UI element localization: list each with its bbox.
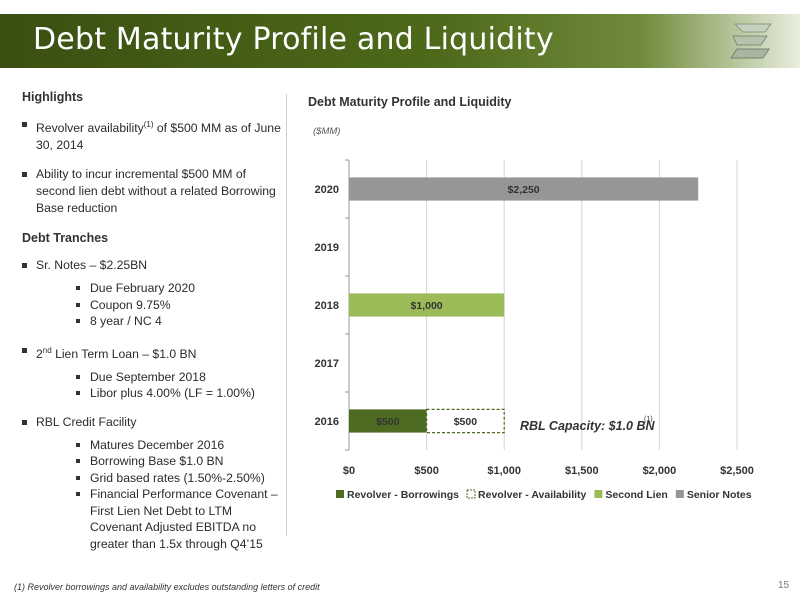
- detail-item: Matures December 2016: [76, 437, 284, 454]
- chart-units: ($MM): [313, 126, 341, 137]
- x-tick-label: $500: [414, 465, 438, 477]
- detail-item: Borrowing Base $1.0 BN: [76, 453, 284, 470]
- y-tick-label: 2018: [315, 300, 339, 312]
- highlights-heading: Highlights: [22, 90, 84, 104]
- y-tick-label: 2016: [315, 416, 339, 428]
- bar-senior-notes: [349, 177, 699, 201]
- data-label: $1,000: [411, 300, 443, 312]
- ordinal-suffix: nd: [42, 345, 52, 355]
- tranche-label: 2nd Lien Term Loan – $1.0 BN: [36, 345, 197, 361]
- bar-revolver-borrowings: [349, 409, 427, 433]
- detail-item: Libor plus 4.00% (LF = 1.00%): [76, 385, 284, 402]
- tranche-label-part: Lien Term Loan – $1.0 BN: [51, 346, 197, 361]
- bullet-text: Revolver availability: [36, 121, 144, 136]
- detail-item: Due February 2020: [76, 280, 284, 297]
- detail-item: Grid based rates (1.50%-2.50%): [76, 470, 284, 487]
- detail-item: Due September 2018: [76, 369, 284, 386]
- chart-title: Debt Maturity Profile and Liquidity: [308, 95, 512, 109]
- rbl-capacity-label: RBL Capacity: $1.0 BN: [520, 419, 655, 433]
- tranche-label: RBL Credit Facility: [36, 414, 137, 429]
- footnote-marker: (1): [143, 120, 154, 129]
- detail-item: 8 year / NC 4: [76, 313, 284, 330]
- tranche-details: Matures December 2016 Borrowing Base $1.…: [36, 437, 284, 553]
- data-label: $500: [454, 416, 478, 428]
- bar-revolver-availability: [425, 408, 505, 434]
- tranche-item: Sr. Notes – $2.25BN Due February 2020 Co…: [22, 257, 284, 330]
- x-tick-label: $0: [343, 465, 355, 477]
- bar-second-lien: [349, 293, 505, 317]
- x-tick-label: $1,500: [565, 465, 599, 477]
- debt-maturity-chart: 2016 2017 2018 2019 2020 $0 $500 $1,000 $1,500 $2…: [315, 159, 754, 501]
- text-column: Highlights Revolver availability(1) of $…: [22, 90, 284, 564]
- page-title: Debt Maturity Profile and Liquidity: [33, 22, 554, 57]
- tranche-details: Due September 2018 Libor plus 4.00% (LF …: [36, 369, 284, 402]
- tranche-label: Sr. Notes – $2.25BN: [36, 258, 148, 273]
- legend-label: Revolver - Availability: [478, 489, 587, 501]
- y-tick-label: 2019: [315, 242, 339, 254]
- legend-swatch: [594, 490, 603, 498]
- footnote-marker: (1): [644, 416, 653, 423]
- legend-label: Revolver - Borrowings: [347, 489, 459, 501]
- title-banner: Debt Maturity Profile and Liquidity: [0, 14, 800, 68]
- tranches-heading: Debt Tranches: [22, 231, 109, 246]
- x-tick-label: $2,500: [720, 465, 754, 477]
- legend-swatch: [336, 490, 344, 498]
- data-label: $2,250: [508, 184, 540, 196]
- y-tick-label: 2017: [315, 358, 339, 370]
- tranche-details: Due February 2020 Coupon 9.75% 8 year / …: [36, 280, 284, 330]
- x-tick-label: $2,000: [643, 465, 677, 477]
- detail-item: Financial Performance Covenant – First L…: [76, 486, 284, 552]
- legend-swatch: [466, 489, 476, 499]
- detail-item: Coupon 9.75%: [76, 297, 284, 314]
- data-label: $500: [376, 416, 400, 428]
- column-divider: [286, 94, 287, 536]
- legend-label: Senior Notes: [687, 489, 752, 501]
- highlight-bullet: Revolver availability(1) of $500 MM as o…: [22, 116, 284, 154]
- highlight-bullet: Ability to incur incremental $500 MM of …: [22, 166, 284, 217]
- tranche-label-part: 2: [36, 346, 43, 361]
- footnote: (1) Revolver borrowings and availability…: [14, 582, 320, 592]
- legend-swatch: [675, 490, 684, 498]
- bullet-text: of $500 MM as of June 30, 2014: [36, 121, 281, 153]
- tranche-item: 2nd Lien Term Loan – $1.0 BN Due Septemb…: [22, 342, 284, 402]
- company-logo-icon: [730, 23, 772, 59]
- legend-label: Second Lien: [605, 489, 667, 501]
- tranche-item: RBL Credit Facility Matures December 201…: [22, 414, 284, 553]
- x-tick-label: $1,000: [487, 465, 521, 477]
- page-number: 15: [778, 580, 790, 591]
- y-tick-label: 2020: [315, 184, 339, 196]
